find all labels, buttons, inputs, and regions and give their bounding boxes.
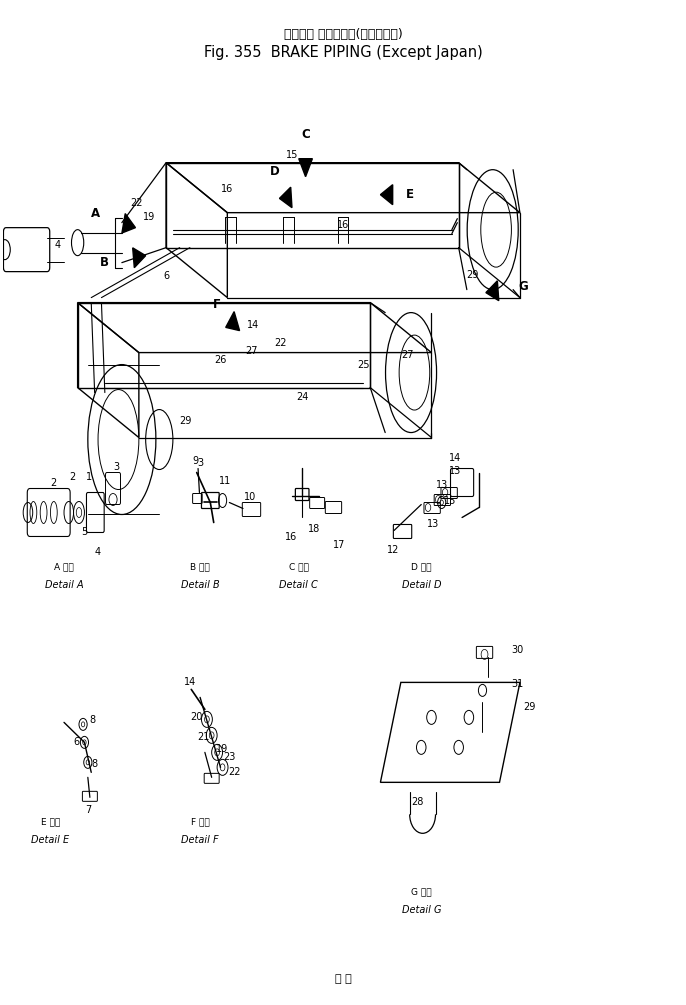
Text: Detail B: Detail B <box>180 581 220 591</box>
Text: 29: 29 <box>523 702 536 713</box>
Text: 13: 13 <box>427 520 439 530</box>
Text: 20: 20 <box>191 713 203 723</box>
Text: 28: 28 <box>411 797 423 807</box>
Polygon shape <box>299 159 312 177</box>
Text: 22: 22 <box>228 768 240 777</box>
Text: 27: 27 <box>401 350 414 360</box>
Text: D: D <box>270 165 280 178</box>
Text: 27: 27 <box>245 346 257 356</box>
Text: 2: 2 <box>69 471 75 481</box>
Text: 11: 11 <box>219 475 231 485</box>
Polygon shape <box>486 280 499 300</box>
Text: 16: 16 <box>221 184 233 194</box>
Text: 14: 14 <box>449 452 462 462</box>
Text: A: A <box>91 207 101 220</box>
Text: Fig. 355  BRAKE PIPING (Except Japan): Fig. 355 BRAKE PIPING (Except Japan) <box>204 45 482 59</box>
Text: 15: 15 <box>286 150 298 160</box>
Text: 9: 9 <box>192 455 198 465</box>
Text: Detail E: Detail E <box>32 835 69 845</box>
Text: Detail F: Detail F <box>181 835 219 845</box>
Text: 10: 10 <box>244 491 256 501</box>
Text: C 詳細: C 詳細 <box>289 563 309 572</box>
Text: 29: 29 <box>466 269 478 279</box>
Text: 22: 22 <box>130 198 143 208</box>
Text: 6: 6 <box>163 270 169 280</box>
Text: 5: 5 <box>82 528 88 538</box>
Text: 17: 17 <box>333 541 346 551</box>
Polygon shape <box>279 187 292 208</box>
Text: 8: 8 <box>90 716 95 726</box>
Text: 26: 26 <box>214 355 226 365</box>
Polygon shape <box>226 312 239 331</box>
Text: E: E <box>406 188 414 201</box>
Text: 24: 24 <box>296 392 309 402</box>
Polygon shape <box>381 185 392 205</box>
Text: 19: 19 <box>143 212 155 222</box>
Text: B 詳細: B 詳細 <box>190 563 210 572</box>
Text: 13: 13 <box>436 479 448 489</box>
Text: E 詳細: E 詳細 <box>40 817 60 826</box>
Text: 22: 22 <box>274 338 287 348</box>
Text: 4: 4 <box>95 548 101 558</box>
Text: 25: 25 <box>357 360 370 370</box>
Text: 15: 15 <box>444 495 456 506</box>
Text: 16: 16 <box>285 533 297 543</box>
Text: 一 般: 一 般 <box>335 974 351 984</box>
Text: Detail D: Detail D <box>401 581 441 591</box>
Text: ブレーキ パイピング(海　外　向): ブレーキ パイピング(海 外 向) <box>283 28 403 41</box>
Text: 21: 21 <box>198 733 210 743</box>
Text: G: G <box>519 280 528 293</box>
Text: 18: 18 <box>307 525 320 535</box>
Text: 29: 29 <box>179 415 191 425</box>
Text: Detail C: Detail C <box>279 581 318 591</box>
Text: 3: 3 <box>113 461 119 471</box>
Text: 7: 7 <box>84 805 91 815</box>
Text: 13: 13 <box>449 465 462 475</box>
Text: 1: 1 <box>86 471 92 481</box>
Text: 23: 23 <box>223 753 235 763</box>
Text: 8: 8 <box>91 760 97 770</box>
Text: C: C <box>301 129 310 141</box>
Text: 14: 14 <box>247 320 259 330</box>
Text: 14: 14 <box>184 677 196 687</box>
Text: A 詳細: A 詳細 <box>54 563 74 572</box>
Text: 6: 6 <box>73 738 80 748</box>
Text: G 詳細: G 詳細 <box>411 887 431 896</box>
Text: 16: 16 <box>337 220 349 230</box>
Text: 19: 19 <box>217 745 228 755</box>
Polygon shape <box>132 248 145 267</box>
Text: F: F <box>213 298 221 311</box>
Text: 4: 4 <box>54 239 60 249</box>
Text: 31: 31 <box>511 679 523 689</box>
Text: 30: 30 <box>511 645 523 655</box>
Text: 2: 2 <box>51 477 57 487</box>
Text: B: B <box>99 256 109 269</box>
Polygon shape <box>122 214 135 233</box>
Text: Detail G: Detail G <box>401 906 441 916</box>
Text: F 詳細: F 詳細 <box>191 817 209 826</box>
Text: 3: 3 <box>197 457 203 467</box>
Text: Detail A: Detail A <box>45 581 83 591</box>
Text: D 詳細: D 詳細 <box>411 563 431 572</box>
Text: 12: 12 <box>386 546 399 556</box>
